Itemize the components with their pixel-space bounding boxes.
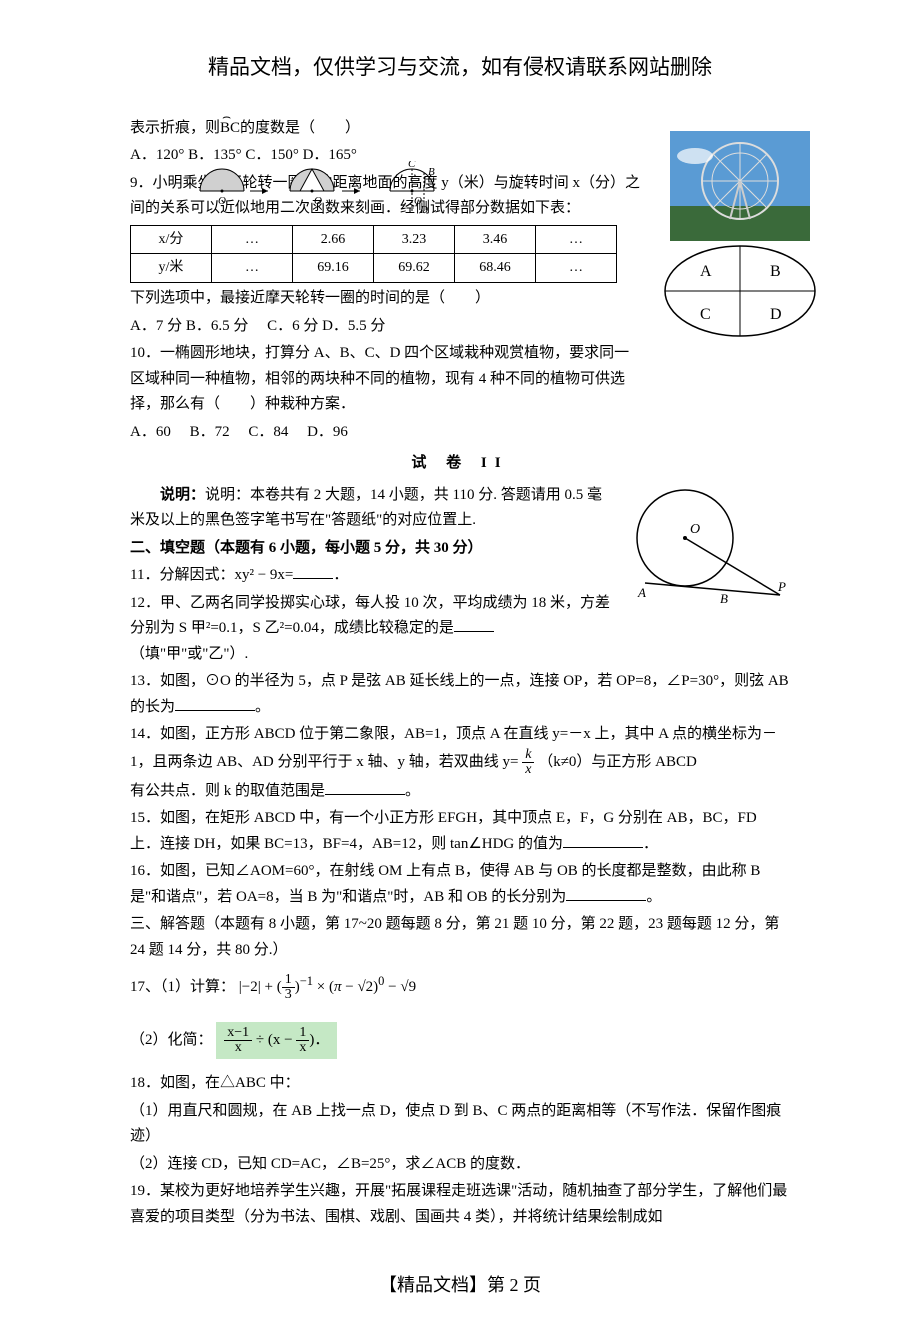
cell: 68.46: [455, 254, 536, 283]
cell: …: [536, 225, 617, 254]
q10-options: A．60 B．72 C．84 D．96: [130, 420, 790, 446]
q13-end: 。: [255, 699, 270, 715]
q12-text: 12．甲、乙两名同学投掷实心球，每人投 10 次，平均成绩为 18 米，方差分别…: [130, 595, 610, 637]
q10-text: 10．一椭圆形地块，打算分 A、B、C、D 四个区域栽种观赏植物，要求同一区域种…: [130, 341, 790, 418]
svg-text:C: C: [408, 161, 416, 170]
svg-text:A: A: [637, 585, 646, 600]
frac-den: x: [224, 1041, 252, 1055]
ellipse-C-label: C: [700, 306, 711, 323]
q11-text: 11．分解因式：xy² − 9x=: [130, 567, 293, 583]
blank: [175, 695, 255, 711]
svg-text:O: O: [218, 195, 226, 207]
solve-title: 三、解答题（本题有 8 小题，第 17~20 题每题 8 分，第 21 题 10…: [130, 912, 790, 963]
q17-2-expr-highlight: x−1 x ÷ (x − 1 x )．: [216, 1022, 337, 1059]
frac-xm1-x: x−1 x: [224, 1026, 252, 1055]
svg-text:D: D: [419, 204, 428, 216]
cell: …: [212, 254, 293, 283]
svg-text:O: O: [690, 522, 700, 537]
q18-1: （1）用直尺和圆规，在 AB 上找一点 D，使点 D 到 B、C 两点的距离相等…: [130, 1099, 790, 1150]
q8-text-a: 表示折痕，则: [130, 120, 220, 136]
blank: [454, 616, 494, 632]
frac-1-x: 1 x: [296, 1026, 309, 1055]
blank: [293, 563, 333, 579]
frac-num: k: [522, 748, 534, 763]
q14-b: （k≠0）与正方形 ABCD: [538, 754, 697, 770]
frac-den: x: [522, 763, 534, 777]
page-footer: 【精品文档】第 2 页: [130, 1270, 790, 1301]
q14-c: 有公共点．则 k 的取值范围是: [130, 783, 325, 799]
q14: 14．如图，正方形 ABCD 位于第二象限，AB=1，顶点 A 在直线 y=－x…: [130, 722, 790, 777]
frac-num: x−1: [224, 1026, 252, 1041]
frac-den: x: [296, 1041, 309, 1055]
header-banner: 精品文档，仅供学习与交流，如有侵权请联系网站删除: [130, 50, 790, 86]
q16-end: 。: [646, 889, 661, 905]
cell: …: [536, 254, 617, 283]
q18: 18．如图，在△ABC 中：: [130, 1071, 790, 1097]
blank: [563, 832, 643, 848]
frac-num: 1: [296, 1026, 309, 1041]
svg-text:P: P: [777, 579, 786, 594]
svg-text:B: B: [428, 166, 435, 178]
q8-text-b: 的度数是（ ）: [240, 120, 360, 136]
cell: 69.62: [374, 254, 455, 283]
ellipse-A-label: A: [700, 263, 712, 280]
cell: y/米: [131, 254, 212, 283]
blank: [325, 779, 405, 795]
q11-end: ．: [333, 567, 348, 583]
svg-text:O: O: [314, 195, 322, 207]
circle-diagram: O A B P: [620, 483, 790, 623]
q9-table: x/分 … 2.66 3.23 3.46 … y/米 … 69.16 69.62…: [130, 225, 617, 284]
q12-end: （填"甲"或"乙"）.: [130, 646, 248, 662]
table-row: y/米 … 69.16 69.62 68.46 …: [131, 254, 617, 283]
q17-2-label: （2）化简：: [130, 1032, 213, 1048]
q14c: 有公共点．则 k 的取值范围是 。: [130, 779, 790, 805]
q15-end: ．: [643, 836, 658, 852]
q9-block: A B C D O: [130, 171, 790, 446]
q19: 19．某校为更好地培养学生兴趣，开展"拓展课程走班选课"活动，随机抽查了部分学生…: [130, 1179, 790, 1230]
q17-1-label: 17、（1）计算：: [130, 979, 235, 995]
ellipse-diagram: A B C D: [660, 241, 820, 351]
ellipse-D-label: D: [770, 306, 782, 323]
fill-title-text: 二、填空题（本题有 6 小题，每小题 5 分，共 30 分）: [130, 540, 483, 556]
q15: 15．如图，在矩形 ABCD 中，有一个小正方形 EFGH，其中顶点 E，F，G…: [130, 806, 790, 857]
svg-text:B: B: [720, 591, 728, 606]
q13: 13．如图，⊙O 的半径为 5，点 P 是弦 AB 延长线上的一点，连接 OP，…: [130, 669, 790, 720]
q15-text: 15．如图，在矩形 ABCD 中，有一个小正方形 EFGH，其中顶点 E，F，G…: [130, 810, 757, 852]
fold-diagrams: O O C: [190, 161, 540, 231]
q17-1: 17、（1）计算： |−2| + (13)−1 × (π − √2)0 − √9: [130, 971, 790, 1002]
arc-bc: BC: [220, 116, 240, 142]
q18-2: （2）连接 CD，已知 CD=AC，∠B=25°，求∠ACB 的度数．: [130, 1152, 790, 1178]
q16-text: 16．如图，已知∠AOM=60°，在射线 OM 上有点 B，使得 AB 与 OB…: [130, 863, 760, 905]
cell: 69.16: [293, 254, 374, 283]
ellipse-B-label: B: [770, 263, 781, 280]
q14-end: 。: [405, 783, 420, 799]
q17-1-expr: |−2| + (13)−1 × (π − √2)0 − √9: [239, 979, 416, 995]
frac-k-x: k x: [522, 748, 534, 777]
section-2-title: 试 卷 II: [130, 451, 790, 477]
q16: 16．如图，已知∠AOM=60°，在射线 OM 上有点 B，使得 AB 与 OB…: [130, 859, 790, 910]
q17-2: （2）化简： x−1 x ÷ (x − 1 x )．: [130, 1022, 790, 1059]
blank: [566, 885, 646, 901]
